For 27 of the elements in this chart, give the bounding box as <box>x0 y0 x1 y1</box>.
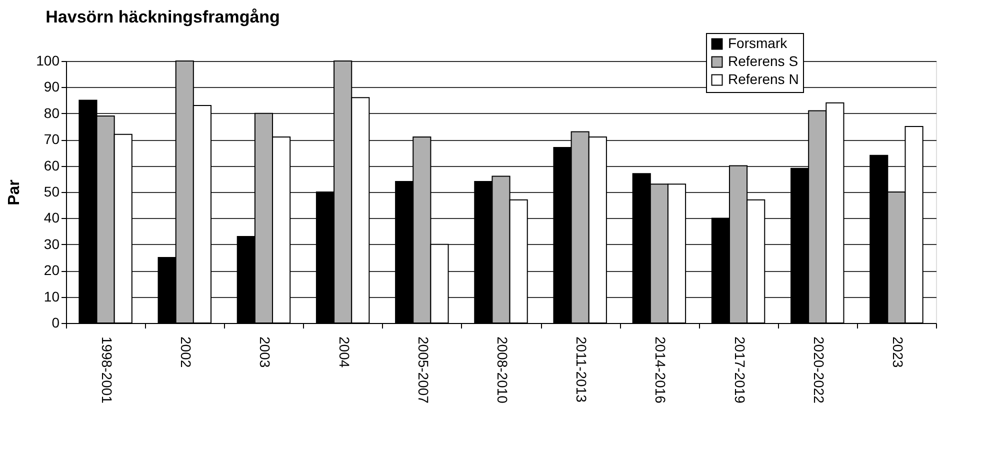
x-tick-label: 2004 <box>336 336 352 368</box>
x-tick-label: 2017-2019 <box>732 336 748 404</box>
y-tick-label: 0 <box>52 314 60 330</box>
x-tick-label: 2014-2016 <box>652 336 669 404</box>
legend-label: Forsmark <box>728 35 788 51</box>
legend-label: Referens S <box>728 53 798 69</box>
x-tick-label: 2008-2010 <box>494 336 510 404</box>
y-tick-label: 50 <box>44 184 60 200</box>
x-tick-label: 2023 <box>890 336 906 368</box>
x-tick-label: 2011-2013 <box>574 336 590 403</box>
y-tick-label: 60 <box>44 157 60 174</box>
x-tick-label: 2005-2007 <box>415 336 432 404</box>
x-tick-label: 1998-2001 <box>99 336 116 404</box>
y-tick-label: 40 <box>44 210 60 226</box>
legend-label: Referens N <box>728 71 799 87</box>
chart-title: Havsörn häckningsframgång <box>46 8 280 26</box>
y-axis-title: Par <box>6 180 24 206</box>
y-tick-label: 30 <box>44 236 60 252</box>
x-tick-label: 2003 <box>257 336 274 368</box>
x-tick-label: 2020-2022 <box>810 336 827 404</box>
y-tick-label: 100 <box>36 52 60 68</box>
y-tick-label: 10 <box>44 288 60 304</box>
y-tick-label: 80 <box>44 104 60 121</box>
y-tick-label: 70 <box>44 131 60 148</box>
y-tick-label: 20 <box>44 262 60 278</box>
x-tick-label: 2002 <box>178 336 194 368</box>
y-tick-label: 90 <box>44 78 60 95</box>
